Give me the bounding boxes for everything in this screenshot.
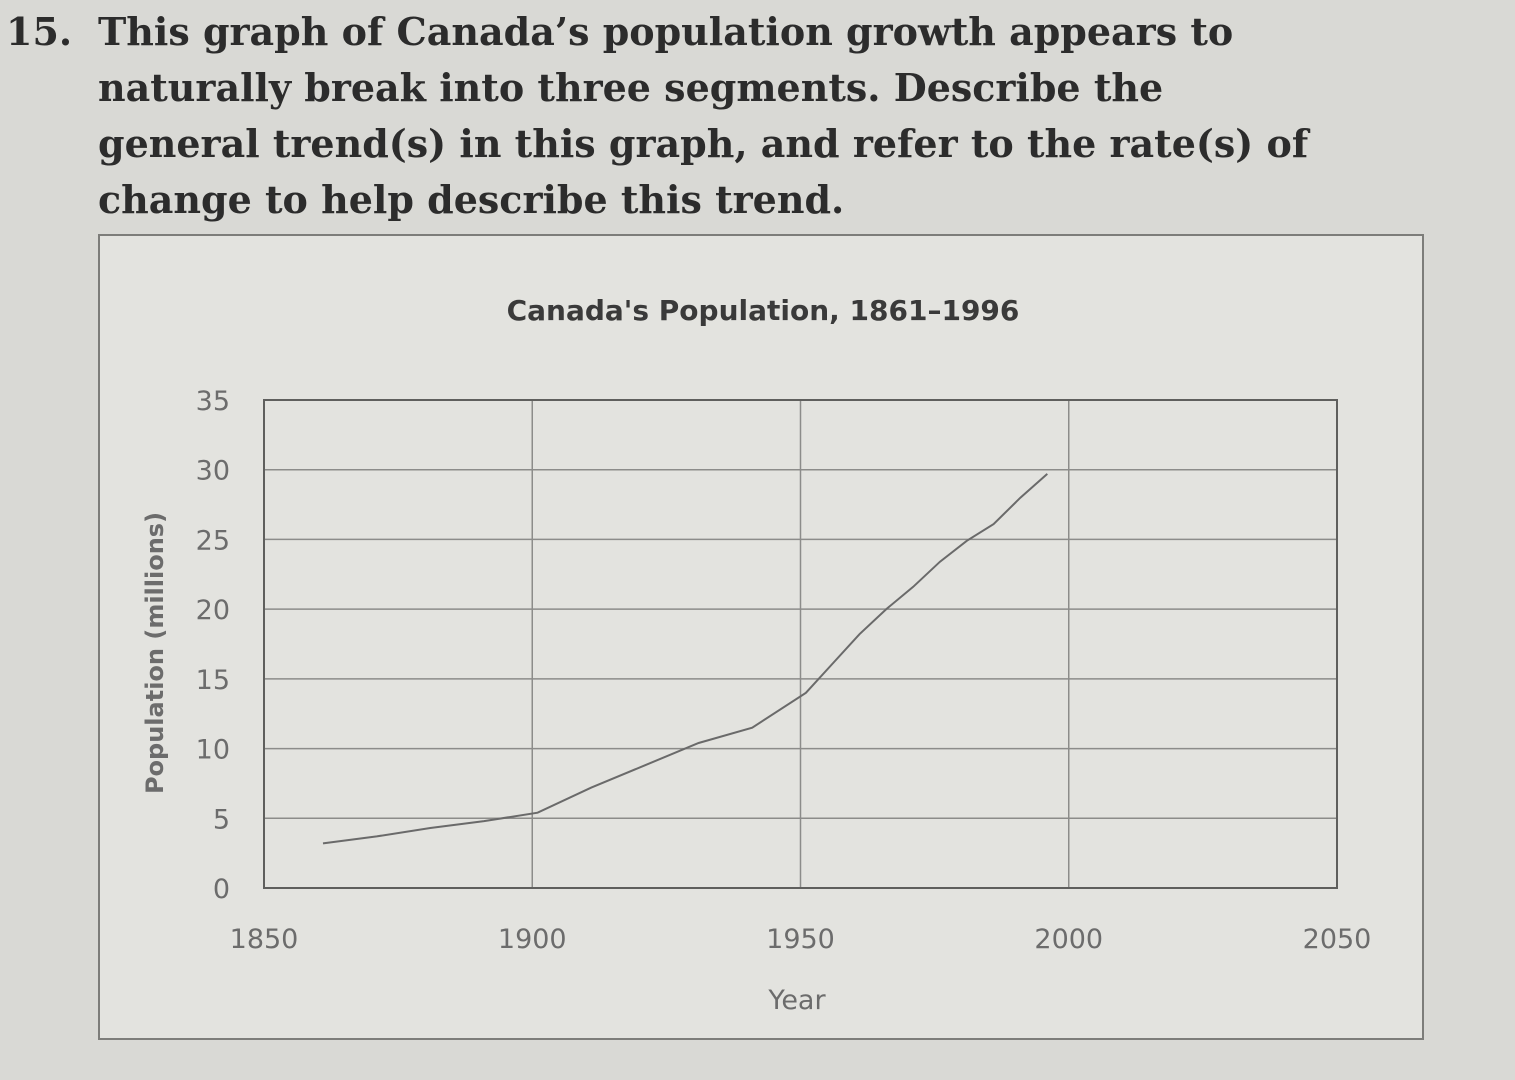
y-tick-label: 10 [196,735,230,766]
x-tick-label: 1900 [498,924,567,955]
chart-grid [263,399,1338,889]
y-tick-label: 5 [213,804,230,835]
question-text: This graph of Canada’s population growth… [98,9,1309,222]
y-axis-label: Population (millions) [141,512,169,794]
y-tick-label: 20 [196,595,230,626]
x-tick-label: 2000 [1034,924,1103,955]
y-tick-label: 25 [196,525,230,556]
x-tick-label: 1950 [766,924,835,955]
plot-frame [263,399,1338,889]
y-tick-label: 15 [196,665,230,696]
x-tick-label: 1850 [230,924,299,955]
chart-title: Canada's Population, 1861–1996 [507,294,1020,327]
y-tick-label: 30 [196,456,230,487]
y-tick-label: 0 [213,874,230,905]
y-tick-labels: 0 5 10 15 20 25 30 35 [196,386,230,905]
x-axis-label: Year [767,985,826,1016]
chart-figure [98,234,1424,1040]
population-line [322,473,1048,845]
data-points [322,473,1048,844]
question-number: 15. [6,9,73,54]
x-tick-label: 2050 [1303,924,1372,955]
y-tick-label: 35 [196,386,230,417]
x-tick-labels: 1850 1900 1950 2000 2050 [230,924,1372,955]
